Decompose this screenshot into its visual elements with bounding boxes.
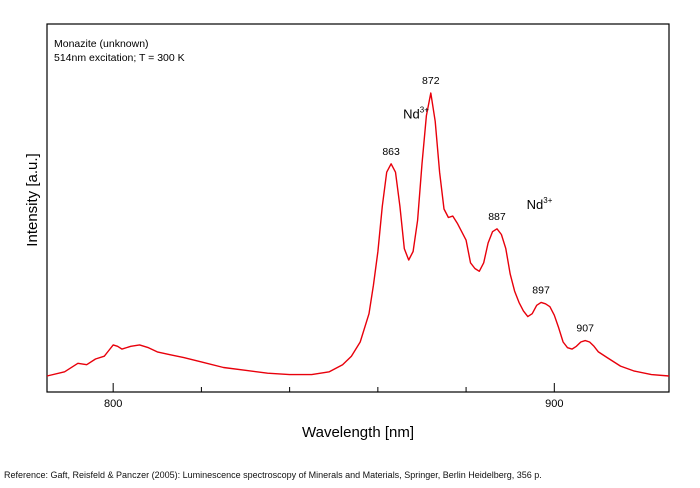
peak-label: 897: [532, 284, 550, 296]
y-axis-label: Intensity [a.u.]: [24, 153, 41, 246]
x-axis-label: Wavelength [nm]: [302, 424, 414, 441]
x-tick-label: 800: [104, 398, 122, 410]
ion-label: Nd3+: [527, 196, 553, 212]
series-line: [46, 92, 670, 377]
x-axis-ticks: [112, 383, 555, 392]
peak-label: 872: [422, 75, 440, 87]
peak-label: 907: [576, 323, 594, 335]
ion-label: Nd3+: [403, 105, 429, 121]
x-axis-tick-labels: 800 900: [104, 398, 563, 410]
reference-note: Reference: Gaft, Reisfeld & Panczer (200…: [4, 470, 542, 480]
peak-label: 887: [488, 211, 506, 223]
plot-frame: [46, 23, 670, 393]
peak-label: 863: [382, 146, 400, 158]
annotation-line-1: Monazite (unknown): [54, 38, 149, 50]
x-tick-label: 900: [545, 398, 563, 410]
peak-labels: 863 872 887 897 907: [382, 75, 594, 335]
annotation-line-2: 514nm excitation; T = 300 K: [54, 52, 185, 64]
